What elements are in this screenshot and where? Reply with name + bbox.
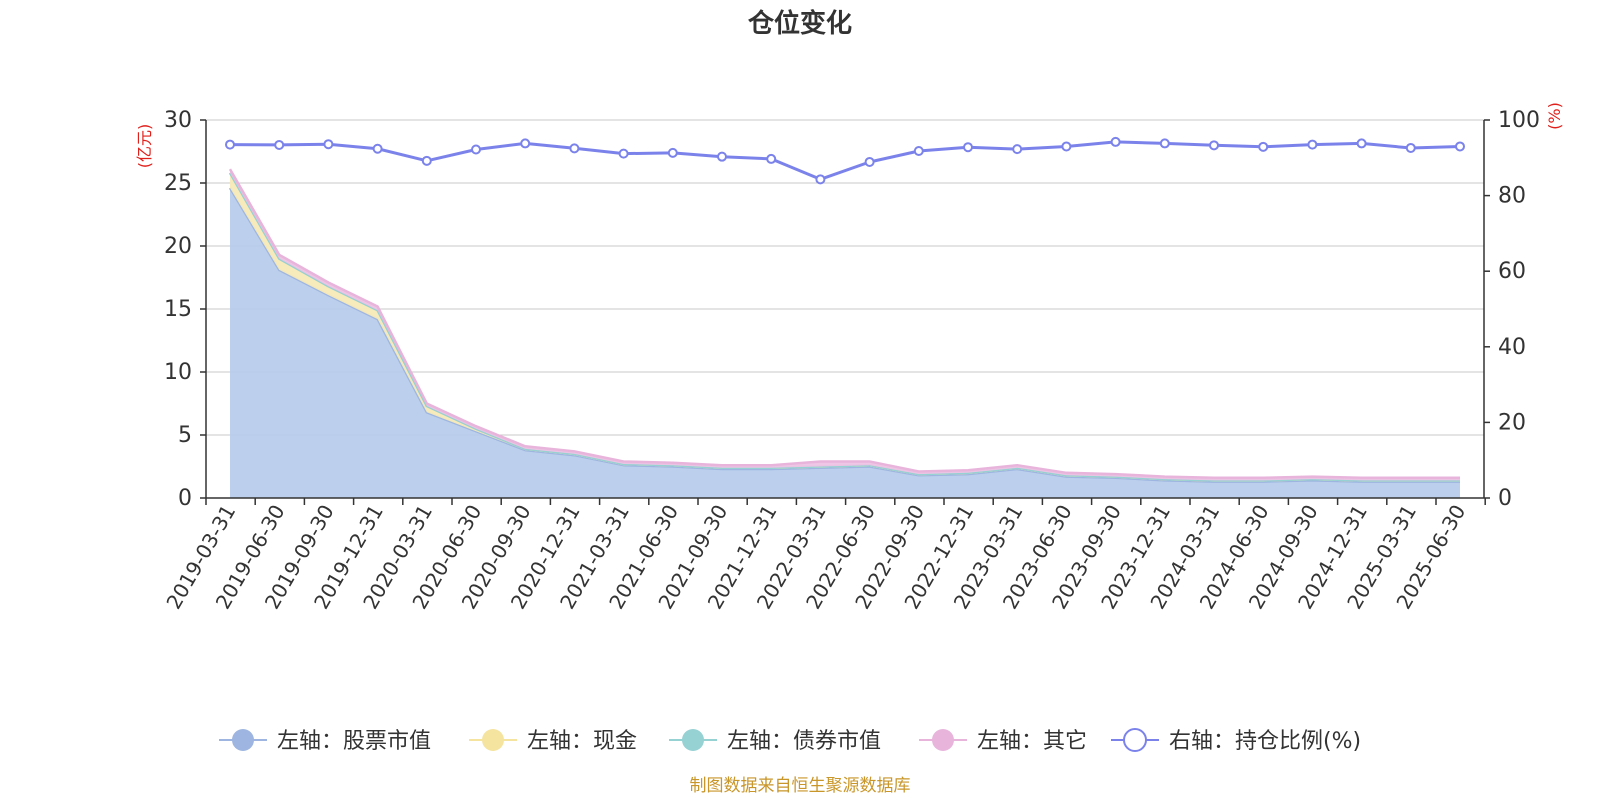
legend-item-2[interactable]: 左轴：债券市值: [669, 729, 881, 754]
ratio-point: [471, 144, 481, 155]
source-note: 制图数据来自恒生聚源数据库: [690, 776, 911, 796]
legend-label: 左轴：股票市值: [277, 729, 431, 754]
ratio-point: [323, 139, 334, 150]
ratio-point: [1061, 141, 1072, 152]
right-tick-label: 40: [1498, 335, 1526, 360]
ratio-point: [372, 143, 383, 154]
left-tick-label: 15: [164, 297, 192, 322]
ratio-point: [569, 143, 580, 154]
ratio-point: [1012, 144, 1023, 155]
legend-item-1[interactable]: 左轴：现金: [469, 729, 637, 754]
ratio-point: [864, 156, 875, 167]
left-tick-label: 20: [164, 234, 192, 259]
ratio-point: [520, 138, 531, 149]
ratio-point: [1356, 138, 1367, 149]
ratio-point: [1159, 138, 1170, 149]
legend-marker: [232, 729, 254, 751]
right-tick-label: 0: [1498, 486, 1512, 511]
left-axis-unit: (亿元): [135, 124, 154, 169]
area-series-0: [230, 188, 1460, 498]
ratio-point: [766, 153, 777, 164]
left-tick-label: 10: [164, 360, 192, 385]
ratio-point: [1258, 141, 1269, 152]
right-tick-label: 100: [1498, 108, 1540, 133]
legend-label: 左轴：现金: [527, 729, 637, 754]
ratio-point: [815, 174, 826, 185]
legend-marker: [682, 729, 704, 751]
ratio-point: [913, 145, 924, 156]
ratio-point: [1110, 136, 1121, 147]
legend-label: 左轴：其它: [977, 729, 1087, 754]
legend-item-0[interactable]: 左轴：股票市值: [219, 729, 431, 754]
left-tick-label: 0: [178, 486, 192, 511]
right-tick-label: 80: [1498, 184, 1526, 209]
grid-lines: [206, 119, 1484, 436]
ratio-point: [618, 148, 629, 159]
legend: 左轴：股票市值 左轴：现金 左轴：债券市值 左轴：其它 右轴：持仓比例(%): [219, 728, 1361, 754]
left-tick-label: 30: [164, 108, 192, 133]
left-tick-label: 5: [178, 423, 192, 448]
ratio-point: [717, 151, 727, 162]
ratio-point: [667, 147, 678, 158]
ratio-point: [963, 142, 973, 153]
legend-item-4[interactable]: 右轴：持仓比例(%): [1111, 728, 1361, 754]
chart-title: 仓位变化: [747, 8, 852, 39]
right-axis-unit: (%): [1545, 102, 1564, 130]
ratio-point: [1307, 139, 1318, 150]
legend-label: 右轴：持仓比例(%): [1169, 729, 1361, 754]
left-tick-label: 25: [164, 171, 192, 196]
legend-item-3[interactable]: 左轴：其它: [919, 729, 1087, 754]
ratio-point: [274, 139, 285, 150]
legend-marker: [1123, 728, 1147, 752]
ratio-point: [421, 155, 432, 166]
right-tick-label: 20: [1498, 410, 1526, 435]
ratio-point: [1405, 142, 1416, 153]
ratio-point: [225, 139, 235, 150]
legend-label: 左轴：债券市值: [727, 729, 881, 754]
position-ratio-line: [225, 136, 1465, 185]
legend-marker: [482, 729, 504, 751]
right-tick-label: 60: [1498, 259, 1526, 284]
stacked-areas: [228, 168, 1460, 498]
legend-marker: [932, 729, 954, 751]
area-series-3-edge: [228, 168, 1460, 480]
ratio-point: [1455, 141, 1465, 152]
ratio-point: [1209, 140, 1219, 151]
ratio-line: [229, 140, 1461, 181]
